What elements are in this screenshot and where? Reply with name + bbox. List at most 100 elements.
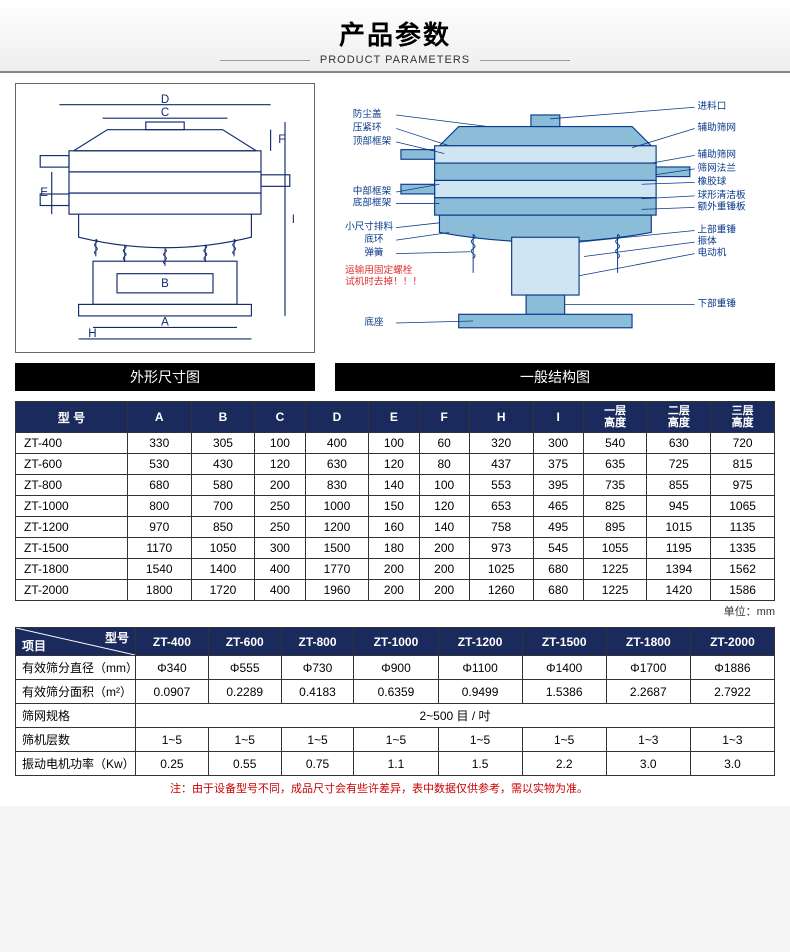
cell: 120	[419, 496, 469, 517]
table-row: ZT-2000180017204001960200200126068012251…	[16, 580, 775, 601]
cell: 305	[191, 433, 255, 454]
table-row: ZT-1800154014004001770200200102568012251…	[16, 559, 775, 580]
header-en: PRODUCT PARAMETERS	[320, 54, 470, 66]
cell: 3.0	[690, 752, 774, 776]
cell: 1225	[583, 559, 647, 580]
cell: 1015	[647, 517, 711, 538]
dimension-diagram: D C	[15, 83, 315, 353]
cell: Φ1100	[438, 656, 522, 680]
cell: 720	[711, 433, 775, 454]
cell: 0.75	[281, 752, 354, 776]
cell: 680	[127, 475, 191, 496]
cell: Φ1400	[522, 656, 606, 680]
cell: 1~5	[522, 728, 606, 752]
cell: 1.5	[438, 752, 522, 776]
page-container: 产品参数 PRODUCT PARAMETERS D C	[0, 0, 790, 806]
cell: 635	[583, 454, 647, 475]
cell: 580	[191, 475, 255, 496]
svg-text:I: I	[292, 214, 295, 226]
table-header-row: 型号 项目 ZT-400ZT-600ZT-800ZT-1000ZT-1200ZT…	[16, 628, 775, 656]
caption-right: 一般结构图	[335, 363, 775, 391]
cell: 100	[369, 433, 419, 454]
cell: 1065	[711, 496, 775, 517]
svg-text:C: C	[161, 107, 169, 119]
col-header: F	[419, 402, 469, 433]
cell: 1335	[711, 538, 775, 559]
cell: 973	[469, 538, 533, 559]
svg-text:进料口: 进料口	[698, 100, 727, 112]
cell: Φ555	[208, 656, 281, 680]
cell: 0.9499	[438, 680, 522, 704]
svg-text:试机时去掉！！！: 试机时去掉！！！	[345, 275, 422, 287]
cell: 0.4183	[281, 680, 354, 704]
cell: ZT-600	[16, 454, 128, 475]
cell: 1~3	[690, 728, 774, 752]
cell: 200	[419, 538, 469, 559]
cell: 120	[255, 454, 305, 475]
cell: 1~5	[354, 728, 438, 752]
col-header: E	[369, 402, 419, 433]
cell: 2.7922	[690, 680, 774, 704]
col-header: ZT-800	[281, 628, 354, 656]
cell: 300	[533, 433, 583, 454]
cell: 2~500 目 / 吋	[136, 704, 775, 728]
col-header: H	[469, 402, 533, 433]
svg-text:下部重锤: 下部重锤	[698, 298, 737, 310]
col-header: C	[255, 402, 305, 433]
cell: 160	[369, 517, 419, 538]
table-row: ZT-40033030510040010060320300540630720	[16, 433, 775, 454]
svg-text:振体: 振体	[698, 235, 718, 247]
cell: 100	[255, 433, 305, 454]
cell: 395	[533, 475, 583, 496]
col-header: ZT-1500	[522, 628, 606, 656]
cell: 1420	[647, 580, 711, 601]
svg-text:电动机: 电动机	[698, 247, 727, 259]
row-header: 有效筛分面积（m²）	[16, 680, 136, 704]
table-header-row: 型 号ABCDEFHI一层高度二层高度三层高度	[16, 402, 775, 433]
cell: 1135	[711, 517, 775, 538]
cell: 150	[369, 496, 419, 517]
svg-text:辅助筛网: 辅助筛网	[698, 148, 736, 160]
cell: Φ1700	[606, 656, 690, 680]
cell: 1562	[711, 559, 775, 580]
cell: 758	[469, 517, 533, 538]
header-cn: 产品参数	[0, 15, 790, 52]
svg-text:底部框架: 底部框架	[353, 196, 392, 208]
cell: 140	[369, 475, 419, 496]
cell: Φ340	[136, 656, 209, 680]
cell: 200	[255, 475, 305, 496]
cell: 250	[255, 517, 305, 538]
cell: 1394	[647, 559, 711, 580]
cell: 1800	[127, 580, 191, 601]
corner-cell: 型号 项目	[16, 628, 136, 656]
svg-text:B: B	[161, 278, 169, 290]
structure-diagram: 防尘盖 压紧环 顶部框架 中部框架 底部框架 小尺寸排料 底环 弹簧 运输用固定…	[335, 83, 775, 353]
col-header: ZT-1800	[606, 628, 690, 656]
cell: 180	[369, 538, 419, 559]
table-row: 有效筛分面积（m²）0.09070.22890.41830.63590.9499…	[16, 680, 775, 704]
cell: 895	[583, 517, 647, 538]
cell: 200	[419, 559, 469, 580]
cell: 553	[469, 475, 533, 496]
svg-text:压紧环: 压紧环	[353, 122, 382, 133]
col-header: 三层高度	[711, 402, 775, 433]
col-header: D	[305, 402, 369, 433]
cell: 855	[647, 475, 711, 496]
col-header: ZT-1200	[438, 628, 522, 656]
col-header: ZT-2000	[690, 628, 774, 656]
col-header: A	[127, 402, 191, 433]
row-header: 振动电机功率（Kw）	[16, 752, 136, 776]
cell: 3.0	[606, 752, 690, 776]
col-header: ZT-1000	[354, 628, 438, 656]
cell: 465	[533, 496, 583, 517]
cell: 530	[127, 454, 191, 475]
cell: 630	[647, 433, 711, 454]
cell: ZT-1800	[16, 559, 128, 580]
col-header: ZT-400	[136, 628, 209, 656]
cell: 945	[647, 496, 711, 517]
col-header: ZT-600	[208, 628, 281, 656]
cell: 1400	[191, 559, 255, 580]
cell: 1540	[127, 559, 191, 580]
svg-text:橡胶球: 橡胶球	[698, 175, 727, 187]
svg-text:筛网法兰: 筛网法兰	[698, 162, 737, 174]
